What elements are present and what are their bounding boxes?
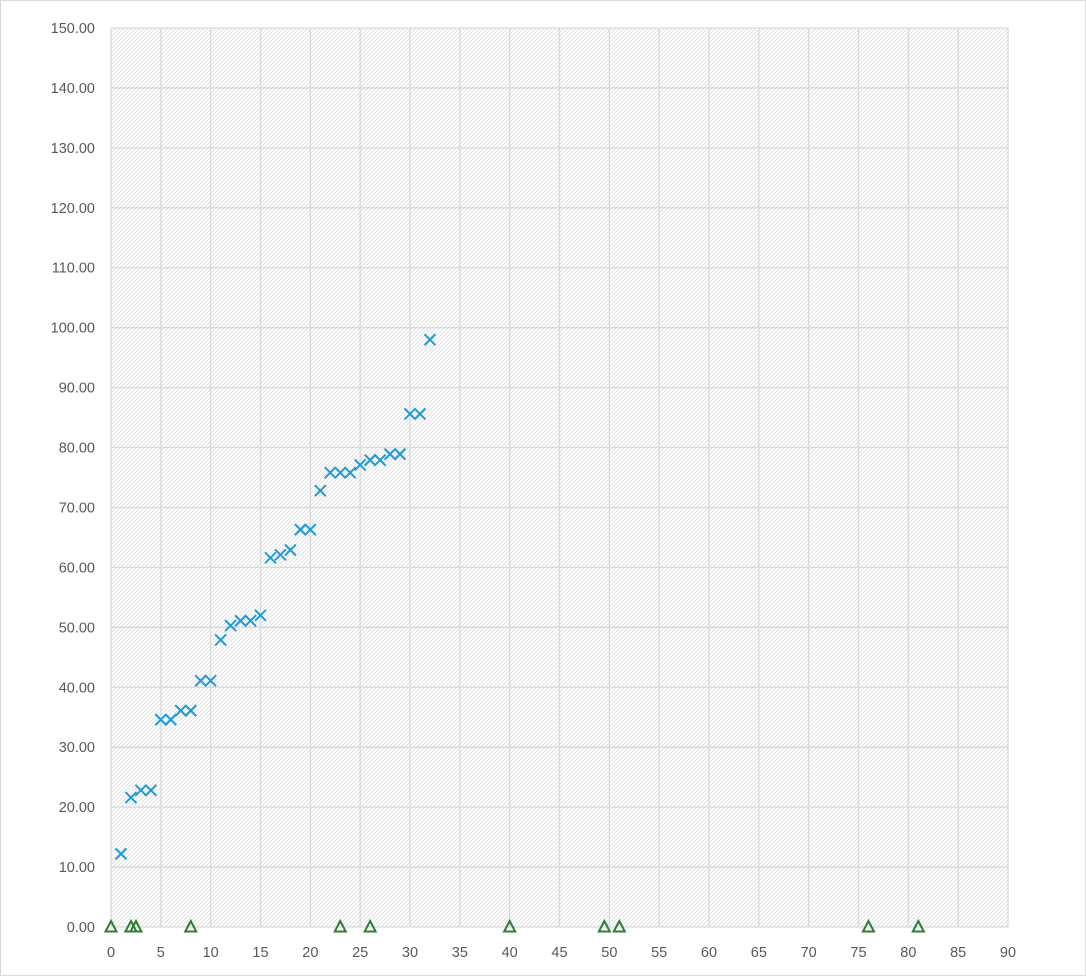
x-marker-point [314,484,327,497]
triangle-marker-point [861,918,876,933]
x-marker-point [324,466,337,479]
x-tick-label: 85 [950,945,966,961]
y-tick-label: 90.00 [59,381,95,397]
x-marker-point [383,447,397,461]
y-tick-label: 140.00 [51,81,95,97]
x-marker-point [124,791,138,804]
x-marker-point [284,543,297,557]
x-tick-label: 15 [252,945,268,961]
x-tick-label: 40 [502,945,518,961]
x-marker-point [274,548,287,562]
x-marker-point [254,609,267,622]
y-tick-label: 120.00 [51,201,95,217]
y-tick-label: 40.00 [59,680,95,696]
x-marker-point [174,704,187,717]
x-marker-point [194,674,207,687]
x-tick-label: 65 [751,945,767,961]
x-tick-label: 20 [302,945,318,961]
x-tick-label: 60 [701,945,717,961]
y-tick-label: 80.00 [59,441,95,457]
x-marker-point [184,704,197,717]
y-tick-label: 150.00 [51,21,95,37]
x-tick-label: 35 [452,945,468,961]
x-tick-label: 75 [850,945,866,961]
x-marker-point [234,614,247,627]
x-marker-point [373,453,387,467]
x-marker-point [214,633,227,647]
triangle-marker-point [911,918,926,933]
y-tick-label: 110.00 [52,261,95,277]
y-tick-label: 20.00 [59,800,95,816]
series-triangle-markers [103,918,926,933]
y-tick-label: 70.00 [59,500,95,516]
x-marker-point [304,523,317,536]
triangle-marker-point [103,918,119,933]
x-marker-point [403,407,417,421]
x-marker-point [343,466,357,479]
gridlines [110,27,1009,928]
x-tick-label: 70 [801,945,817,961]
x-tick-label: 25 [352,945,368,961]
triangle-marker-point [333,918,348,933]
y-tick-label: 50.00 [59,620,95,636]
x-tick-label: 5 [157,945,165,961]
x-marker-point [334,466,347,479]
x-axis: 0 5 10 15 20 25 30 35 40 45 50 55 60 65 70 75 80 85 90 [107,945,1016,961]
y-axis: 0.00 10.00 20.00 30.00 40.00 50.00 60.00 70.00 8… [51,21,95,936]
x-tick-label: 55 [651,945,667,961]
x-marker-point [363,453,377,467]
y-tick-label: 100.00 [51,321,95,337]
triangle-marker-point [362,918,378,933]
y-tick-label: 30.00 [59,740,95,756]
x-marker-point [393,447,407,461]
x-marker-point [294,523,307,536]
x-tick-label: 30 [402,945,418,961]
x-marker-point [164,713,178,726]
x-marker-point [154,713,168,726]
y-tick-label: 0.00 [67,920,95,936]
series-x-markers [114,333,437,861]
triangle-marker-point [183,918,198,933]
x-marker-point [224,619,237,632]
x-tick-label: 0 [107,945,115,961]
x-tick-label: 50 [601,945,617,961]
x-marker-point [264,551,277,565]
x-marker-point [423,333,437,346]
triangle-marker-point [502,918,517,933]
y-tick-label: 130.00 [51,141,95,157]
x-marker-point [413,407,427,421]
triangle-marker-point [128,918,144,933]
y-tick-label: 10.00 [59,860,95,876]
x-marker-point [144,784,158,797]
x-marker-point [353,458,367,472]
x-tick-label: 90 [1000,945,1016,961]
x-marker-point [134,784,148,797]
x-marker-point [114,847,128,861]
triangle-marker-point [612,918,627,933]
triangle-marker-point [597,918,612,933]
x-tick-label: 80 [900,945,916,961]
x-marker-point [204,674,217,687]
x-tick-label: 10 [203,945,219,961]
x-marker-point [244,614,257,627]
x-tick-label: 45 [551,945,567,961]
y-tick-label: 60.00 [59,560,95,576]
